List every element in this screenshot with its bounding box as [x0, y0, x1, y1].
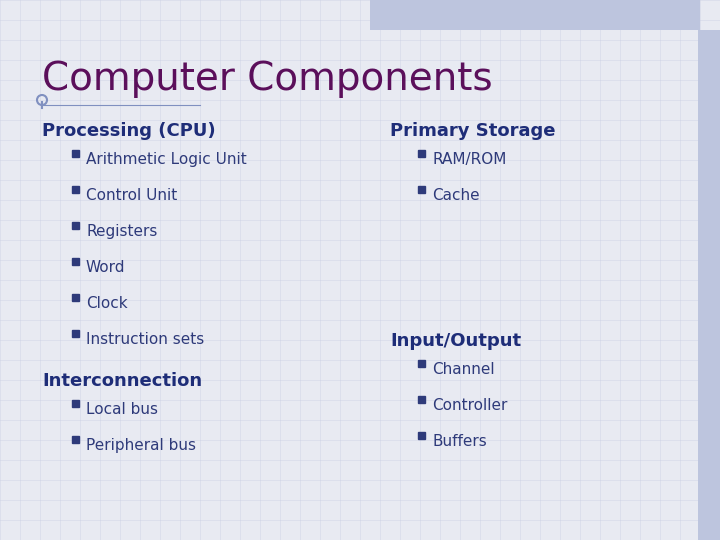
Text: Computer Components: Computer Components [42, 60, 492, 98]
Bar [72, 294, 79, 301]
Text: Input/Output: Input/Output [390, 332, 521, 350]
Text: Controller: Controller [432, 398, 508, 413]
Bar [698, 30, 720, 540]
Bar [418, 360, 425, 367]
Bar [370, 0, 700, 30]
Bar [72, 186, 79, 193]
Bar [72, 330, 79, 337]
Text: RAM/ROM: RAM/ROM [432, 152, 506, 167]
Text: Local bus: Local bus [86, 402, 158, 417]
Text: Word: Word [86, 260, 125, 275]
Text: Processing (CPU): Processing (CPU) [42, 122, 215, 140]
Bar [418, 432, 425, 439]
Bar [72, 150, 79, 157]
Text: Peripheral bus: Peripheral bus [86, 438, 196, 453]
Text: Interconnection: Interconnection [42, 372, 202, 390]
Text: Primary Storage: Primary Storage [390, 122, 556, 140]
Text: Control Unit: Control Unit [86, 188, 177, 203]
Text: Buffers: Buffers [432, 434, 487, 449]
Bar [72, 258, 79, 265]
Bar [72, 436, 79, 443]
Bar [418, 186, 425, 193]
Text: Channel: Channel [432, 362, 495, 377]
Bar [418, 396, 425, 403]
Bar [72, 222, 79, 229]
Text: Instruction sets: Instruction sets [86, 332, 204, 347]
Bar [418, 150, 425, 157]
Text: Arithmetic Logic Unit: Arithmetic Logic Unit [86, 152, 247, 167]
Text: Clock: Clock [86, 296, 127, 311]
Text: Registers: Registers [86, 224, 158, 239]
Bar [72, 400, 79, 407]
Text: Cache: Cache [432, 188, 480, 203]
